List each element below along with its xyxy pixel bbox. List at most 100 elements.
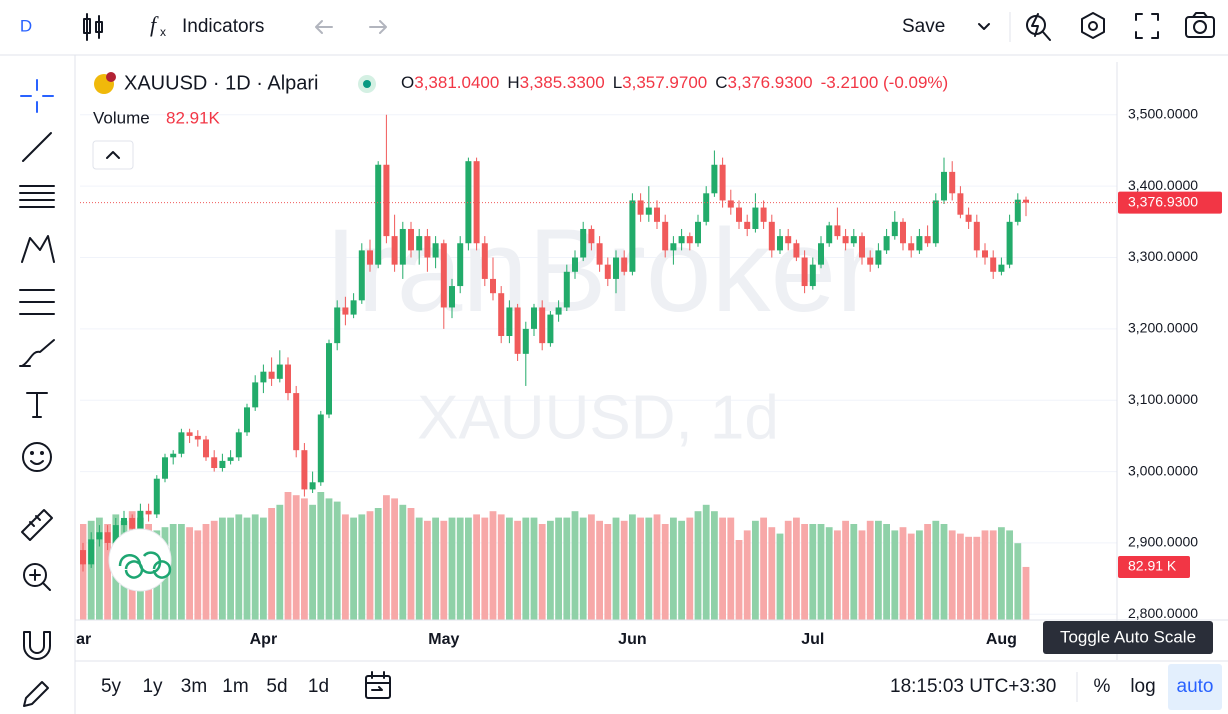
candle-body: [826, 225, 833, 244]
interval-button[interactable]: D: [20, 16, 32, 35]
candles-icon[interactable]: [83, 13, 103, 41]
candle-body: [678, 236, 685, 244]
candle-body: [744, 221, 751, 229]
alert-icon[interactable]: [1026, 13, 1051, 41]
volume-bar: [325, 498, 333, 620]
candle-body: [531, 307, 537, 329]
volume-bar: [383, 495, 390, 620]
log-button[interactable]: log: [1130, 676, 1155, 697]
date-range-icon[interactable]: [365, 675, 391, 699]
clock[interactable]: 18:15:03 UTC+3:30: [890, 676, 1056, 697]
volume-bar: [842, 520, 849, 620]
volume-bar: [596, 520, 603, 620]
volume-bar: [825, 527, 833, 620]
volume-bar: [612, 517, 620, 620]
volume-bar: [940, 524, 948, 620]
candle-body: [867, 257, 874, 265]
magnet-tool[interactable]: [23, 631, 51, 660]
broker-logo-mark: [118, 551, 172, 579]
candle-body: [268, 371, 275, 379]
range-button[interactable]: 1m: [222, 676, 248, 697]
y-tick-label: 3,000.0000: [1128, 462, 1198, 478]
y-tick-label: 3,500.0000: [1128, 106, 1198, 122]
volume-bar: [235, 514, 243, 620]
tooltip: Toggle Auto Scale: [1043, 621, 1213, 654]
volume-bar: [973, 536, 981, 620]
volume-bar: [948, 530, 956, 620]
volume-bar: [547, 520, 554, 620]
emoji-tool[interactable]: [22, 442, 52, 472]
settings-icon[interactable]: [1081, 12, 1105, 39]
text-tool[interactable]: [26, 392, 48, 418]
save-dropdown[interactable]: [978, 23, 990, 30]
fib-tool[interactable]: [19, 185, 55, 208]
save-button[interactable]: Save: [902, 16, 945, 37]
settings-icon-center: [1088, 21, 1098, 31]
candle-body: [334, 307, 341, 344]
candle-body: [170, 453, 177, 458]
candle-body: [342, 307, 349, 315]
zoom-tool[interactable]: [23, 563, 51, 591]
volume-bar: [735, 540, 743, 620]
volume-bar: [178, 524, 185, 620]
candle-body: [875, 250, 882, 265]
volume-bar: [317, 492, 325, 620]
volume-bar: [727, 517, 735, 620]
candle-body: [891, 221, 898, 237]
range-button[interactable]: 5d: [266, 676, 287, 697]
fx-icon-x: x: [160, 25, 166, 39]
volume-bar: [694, 511, 702, 620]
screenshot-icon[interactable]: [1185, 12, 1215, 38]
range-button[interactable]: 1y: [142, 676, 163, 697]
volume-bar: [530, 517, 538, 620]
range-button[interactable]: 1d: [308, 676, 329, 697]
volume-bar: [80, 524, 87, 620]
y-tick-label: 3,200.0000: [1128, 320, 1198, 336]
volume-bar: [301, 498, 308, 620]
candle-body: [203, 439, 209, 458]
lock-tool[interactable]: [23, 681, 49, 707]
candle-body: [949, 171, 956, 194]
trendline-tool[interactable]: [22, 132, 52, 162]
candle-body: [522, 328, 529, 354]
volume-bar: [169, 524, 177, 620]
volume-bar: [1022, 566, 1030, 620]
forecast-tool[interactable]: [19, 289, 55, 315]
candle-body: [350, 300, 357, 315]
candle-body: [563, 271, 570, 308]
candle-body: [145, 510, 152, 515]
volume-bar: [661, 524, 669, 620]
brush-tool[interactable]: [19, 339, 55, 367]
candle-body: [842, 236, 849, 244]
volume-bar: [399, 504, 407, 620]
volume-bar: [678, 520, 685, 620]
candle-body: [227, 457, 234, 461]
range-button[interactable]: 3m: [181, 676, 207, 697]
candle-body: [957, 193, 964, 215]
volume-bar: [752, 520, 759, 620]
percent-button[interactable]: %: [1094, 676, 1111, 697]
volume-label: Volume: [93, 108, 150, 127]
change-value: -3.2100 (-0.09%): [821, 73, 949, 92]
x-tick-label: May: [428, 631, 459, 648]
indicators-button[interactable]: Indicators: [182, 16, 264, 37]
volume-bar: [432, 517, 439, 620]
crosshair-tool[interactable]: [20, 79, 54, 113]
broker-logo[interactable]: [108, 528, 172, 592]
undo-icon[interactable]: [315, 20, 333, 34]
volume-bar: [440, 520, 448, 620]
y-tick-label: 3,400.0000: [1128, 177, 1198, 193]
volume-bar: [858, 530, 866, 620]
pattern-tool[interactable]: [21, 235, 55, 263]
redo-icon[interactable]: [369, 20, 387, 34]
candle-body: [793, 243, 800, 258]
candle-body: [637, 200, 644, 215]
ruler-tool[interactable]: [21, 509, 53, 541]
fullscreen-icon[interactable]: [1135, 13, 1159, 39]
auto-button[interactable]: auto: [1177, 676, 1214, 697]
volume-bar: [276, 504, 284, 620]
candle-body: [596, 243, 603, 265]
range-button[interactable]: 5y: [101, 676, 122, 697]
volume-bar: [653, 514, 661, 620]
collapse-button[interactable]: [92, 140, 134, 170]
